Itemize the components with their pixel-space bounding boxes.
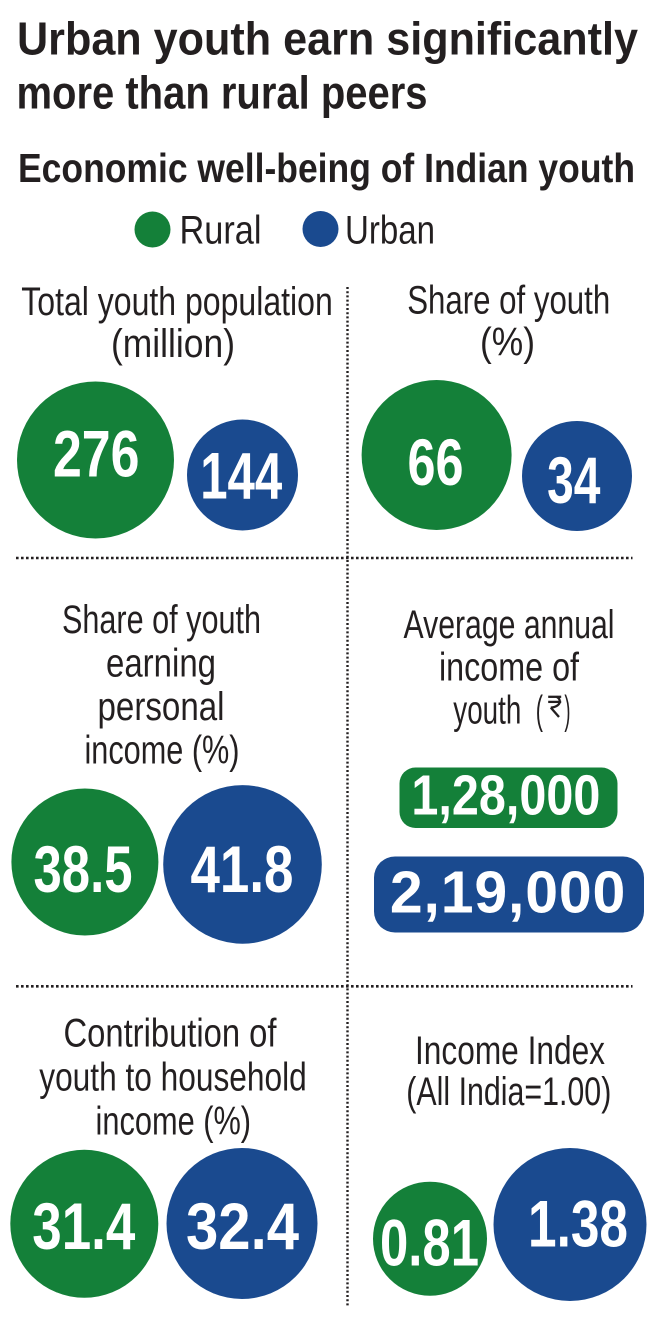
svg-text:66: 66 [408, 425, 464, 499]
svg-text:Urban youth earn significantly: Urban youth earn significantly [17, 13, 638, 65]
svg-text:personal: personal [98, 685, 225, 729]
svg-text:31.4: 31.4 [32, 1189, 135, 1263]
svg-text:): ) [564, 688, 570, 732]
svg-text:(All India=1.00): (All India=1.00) [406, 1070, 611, 1114]
svg-text:144: 144 [200, 439, 282, 513]
svg-text:276: 276 [53, 417, 140, 491]
svg-text:youth to household: youth to household [39, 1056, 307, 1100]
svg-text:more than rural peers: more than rural peers [17, 67, 428, 119]
svg-text:Share of youth: Share of youth [407, 279, 610, 323]
svg-text:Average annual: Average annual [404, 603, 615, 647]
svg-text:Contribution of: Contribution of [64, 1011, 278, 1055]
svg-text:(: ( [536, 688, 544, 732]
svg-text:(million): (million) [111, 322, 235, 366]
svg-text:Total youth population: Total youth population [21, 280, 333, 324]
svg-text:Urban: Urban [345, 208, 435, 252]
svg-text:41.8: 41.8 [191, 832, 294, 906]
svg-text:32.4: 32.4 [186, 1189, 299, 1263]
svg-text:1.38: 1.38 [528, 1187, 628, 1261]
svg-text:Rural: Rural [180, 208, 262, 252]
svg-text:income (%): income (%) [96, 1099, 252, 1143]
svg-text:youth: youth [453, 688, 521, 732]
svg-text:income of: income of [439, 646, 580, 690]
svg-text:0.81: 0.81 [380, 1206, 479, 1280]
svg-text:Income Index: Income Index [415, 1029, 605, 1073]
svg-text:earning: earning [106, 642, 216, 686]
svg-text:2,19,000: 2,19,000 [390, 860, 625, 926]
svg-text:34: 34 [547, 443, 601, 517]
svg-text:(%): (%) [480, 321, 535, 365]
svg-text:Economic well-being of Indian: Economic well-being of Indian youth [18, 145, 635, 191]
svg-text:Share of youth: Share of youth [62, 598, 261, 642]
svg-text:1,28,000: 1,28,000 [411, 764, 600, 828]
svg-text:income (%): income (%) [85, 729, 240, 773]
svg-text:38.5: 38.5 [34, 832, 133, 906]
